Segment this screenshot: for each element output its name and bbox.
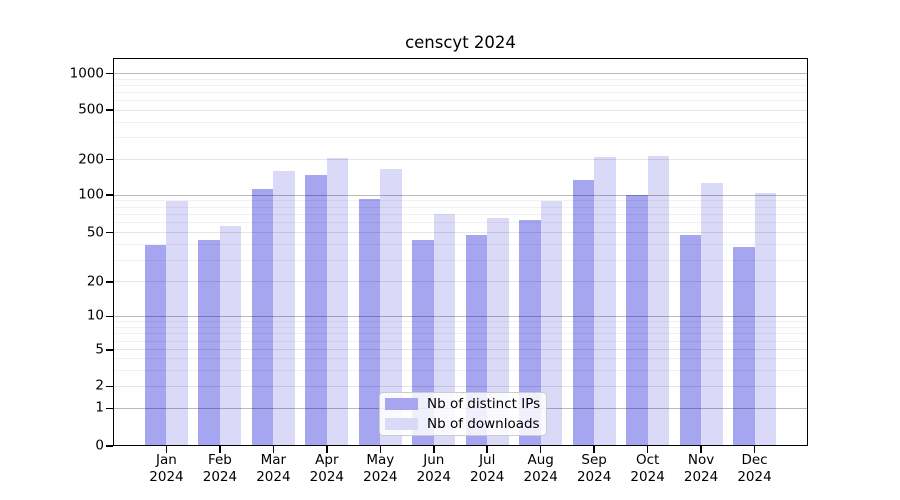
- y-tick-label-500: 500: [78, 101, 104, 118]
- bar-distinct-ips-sep: [572, 179, 595, 446]
- bars-layer: [113, 58, 808, 446]
- y-tick-label-5: 5: [95, 341, 104, 358]
- x-tick-label-jul: Jul 2024: [470, 452, 505, 485]
- y-tick-label-100: 100: [78, 186, 104, 203]
- x-tick-label-mar: Mar 2024: [256, 452, 291, 485]
- bar-downloads-jul: [487, 217, 509, 446]
- x-tick-label-sep: Sep 2024: [576, 452, 612, 485]
- bar-distinct-ips-mar: [251, 188, 274, 446]
- legend-swatch-downloads: [385, 418, 418, 430]
- y-tick-label-1000: 1000: [69, 64, 104, 81]
- y-tick-10: [106, 315, 113, 318]
- x-tick-dec: [753, 446, 756, 453]
- bar-distinct-ips-feb: [198, 239, 220, 446]
- legend-entry-downloads: Nb of downloads: [385, 416, 540, 433]
- x-tick-sep: [593, 446, 595, 453]
- x-tick-feb: [219, 446, 221, 453]
- x-tick-label-aug: Aug 2024: [523, 452, 558, 485]
- y-tick-100: [106, 194, 113, 196]
- y-tick-5: [106, 349, 113, 351]
- bar-distinct-ips-dec: [733, 247, 755, 446]
- x-tick-nov: [700, 446, 702, 453]
- bar-downloads-aug: [540, 200, 563, 446]
- y-tick-200: [106, 158, 113, 161]
- legend: Nb of distinct IPs Nb of downloads: [379, 392, 547, 436]
- bar-downloads-oct: [647, 156, 670, 446]
- y-tick-20: [106, 281, 113, 283]
- y-tick-label-50: 50: [86, 223, 104, 240]
- x-tick-apr: [326, 446, 328, 453]
- chart-title: censcyt 2024: [405, 33, 516, 52]
- x-tick-label-feb: Feb 2024: [202, 452, 238, 485]
- x-tick-label-jan: Jan 2024: [149, 452, 184, 485]
- y-tick-label-1: 1: [95, 399, 104, 416]
- bar-downloads-feb: [219, 225, 242, 446]
- plot-area: Nb of distinct IPs Nb of downloads: [113, 58, 808, 446]
- y-tick-label-20: 20: [86, 273, 104, 290]
- y-tick-1: [106, 407, 113, 410]
- bar-downloads-may: [380, 169, 402, 446]
- x-tick-label-may: May 2024: [363, 452, 398, 485]
- bar-downloads-apr: [326, 158, 349, 446]
- x-tick-mar: [272, 446, 275, 453]
- legend-swatch-distinct-ips: [385, 398, 418, 410]
- x-tick-label-apr: Apr 2024: [309, 452, 345, 485]
- x-tick-aug: [539, 446, 542, 453]
- y-tick-label-10: 10: [86, 307, 104, 324]
- legend-entry-distinct-ips: Nb of distinct IPs: [385, 396, 540, 413]
- x-tick-label-oct: Oct 2024: [630, 452, 665, 485]
- bar-downloads-jun: [433, 213, 456, 446]
- y-tick-50: [106, 231, 113, 234]
- bar-downloads-jan: [166, 200, 188, 446]
- y-tick-2: [106, 385, 113, 388]
- bar-distinct-ips-oct: [626, 195, 648, 446]
- y-tick-label-200: 200: [78, 150, 104, 167]
- bar-distinct-ips-jan: [144, 244, 167, 446]
- x-tick-label-dec: Dec 2024: [737, 452, 772, 485]
- bar-downloads-mar: [273, 171, 295, 446]
- bar-distinct-ips-aug: [519, 220, 541, 446]
- bar-distinct-ips-nov: [679, 234, 702, 446]
- y-tick-1000: [106, 72, 113, 75]
- bar-distinct-ips-may: [358, 199, 381, 446]
- y-tick-0: [106, 445, 113, 447]
- x-tick-may: [379, 446, 382, 453]
- y-tick-label-2: 2: [95, 377, 104, 394]
- bar-distinct-ips-apr: [305, 175, 327, 446]
- y-tick-500: [106, 109, 113, 111]
- bar-downloads-dec: [754, 193, 777, 446]
- bar-downloads-nov: [701, 182, 723, 446]
- x-tick-label-nov: Nov 2024: [683, 452, 719, 485]
- legend-label-distinct-ips: Nb of distinct IPs: [427, 396, 541, 412]
- x-tick-jan: [165, 446, 168, 453]
- x-tick-label-jun: Jun 2024: [416, 452, 451, 485]
- legend-label-downloads: Nb of downloads: [427, 416, 540, 432]
- x-tick-jul: [486, 446, 488, 453]
- x-tick-oct: [646, 446, 649, 453]
- y-tick-label-0: 0: [95, 437, 104, 454]
- x-tick-jun: [433, 446, 435, 453]
- bar-downloads-sep: [594, 156, 616, 446]
